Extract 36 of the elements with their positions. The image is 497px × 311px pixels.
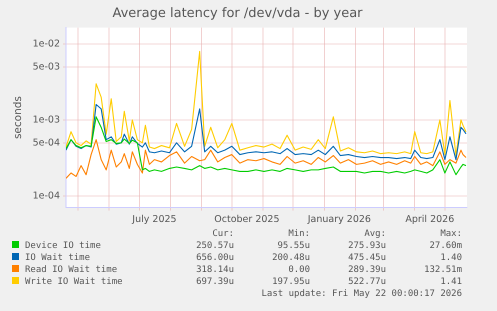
text: 132.51m: [423, 264, 463, 276]
text: 475.45u: [347, 252, 387, 264]
text: 656.00u: [195, 252, 235, 264]
legend-label: Write IO Wait time: [24, 276, 124, 288]
legend-label: Read IO Wait time: [24, 264, 118, 276]
y-tick-label: 1e-02: [32, 38, 60, 50]
x-tick-label: July 2025: [131, 214, 177, 225]
x-tick-label: January 2026: [306, 214, 371, 225]
text: Cur:: [211, 228, 235, 240]
y-axis-title: seconds: [12, 96, 24, 140]
text: 289.39u: [347, 264, 387, 276]
text: Last update: Fri May 22 00:00:17 2026: [260, 288, 463, 300]
text: 1.40: [439, 252, 463, 264]
text: 0.00: [287, 264, 311, 276]
text: 250.57u: [195, 240, 235, 252]
y-tick-label: 5e-04: [32, 137, 60, 148]
text: 1.41: [439, 276, 463, 288]
chart-title: Average latency for /dev/vda - by year: [112, 6, 364, 22]
x-tick-label: October 2025: [214, 214, 280, 225]
text: 95.55u: [276, 240, 311, 252]
text: 275.93u: [347, 240, 387, 252]
text: 697.39u: [195, 276, 235, 288]
text: Min:: [287, 228, 311, 240]
text: Avg:: [363, 228, 387, 240]
text: Max:: [439, 228, 463, 240]
text: 522.77u: [347, 276, 387, 288]
y-tick-label: 1e-04: [32, 190, 60, 202]
legend-label: Device IO time: [24, 240, 102, 252]
text: 200.48u: [271, 252, 311, 264]
text: 318.14u: [195, 264, 235, 276]
x-tick-label: April 2026: [405, 214, 454, 225]
text: 197.95u: [271, 276, 311, 288]
y-tick-label: 5e-03: [32, 61, 60, 72]
y-tick-label: 1e-03: [32, 114, 60, 126]
text: 27.60m: [428, 240, 463, 252]
legend-label: IO Wait time: [24, 252, 92, 264]
